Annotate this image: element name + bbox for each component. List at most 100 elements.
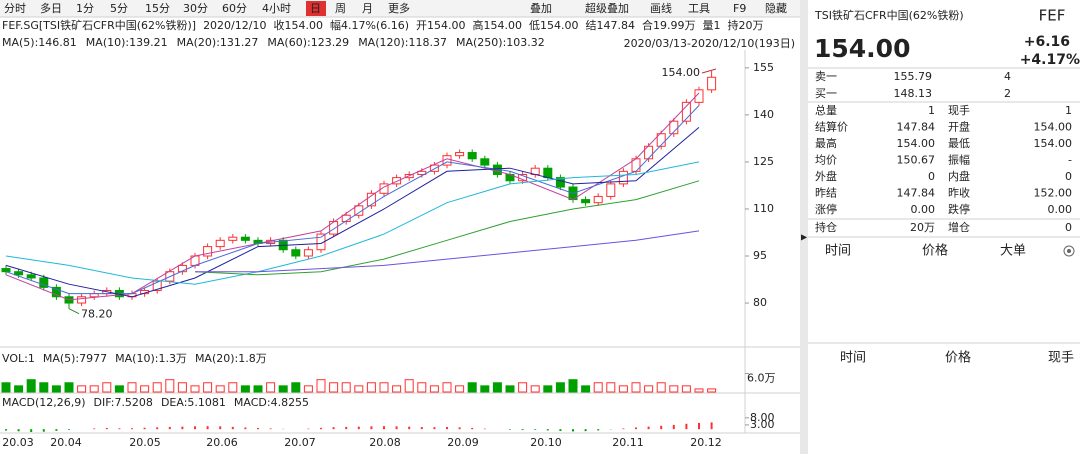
stat-cell: 昨结 (815, 187, 837, 200)
ma-legend: MA(250):103.32 (456, 36, 545, 49)
candle-body (303, 249, 313, 257)
stat-cell: 振幅 (948, 153, 970, 167)
vol-legend: MA(10):1.3万 (115, 352, 187, 365)
volume-bar (366, 382, 376, 393)
tool-button[interactable]: 超级叠加 (585, 1, 629, 15)
volume-bar (77, 385, 87, 393)
volume-bar (707, 388, 717, 393)
candle-body (455, 152, 465, 157)
splitter[interactable] (800, 0, 808, 454)
info-item: 收154.00 (273, 18, 323, 32)
x-tick-label: 20.10 (530, 436, 562, 449)
period-tab[interactable]: 多日 (40, 1, 62, 15)
stat-cell: 最高 (815, 136, 837, 150)
tool-button[interactable]: 画线 (650, 1, 672, 15)
stat-cell: 154.00 (897, 137, 936, 150)
period-tab[interactable]: 4小时 (262, 2, 291, 15)
stat-cell: 1 (1065, 104, 1072, 117)
macd-legend: DIF:7.5208 (94, 396, 153, 409)
y-tick-label: 140 (753, 108, 774, 121)
candle-body (203, 246, 213, 257)
volume-bar (140, 385, 150, 393)
candle-body (89, 293, 99, 298)
volume-bar (404, 379, 414, 393)
x-tick-label: 20.11 (612, 436, 644, 449)
candle-body (417, 170, 427, 175)
volume-bar (291, 382, 301, 393)
settings-icon[interactable] (1063, 245, 1075, 257)
volume-bar (341, 382, 351, 393)
stat-cell: 0 (1065, 221, 1072, 234)
volume-bar (354, 385, 364, 393)
tool-button[interactable]: 工具 (688, 2, 710, 15)
period-tab[interactable]: 1分 (76, 2, 94, 15)
candle-body (593, 195, 603, 204)
tool-button[interactable]: F9 (733, 2, 746, 15)
stat-cell: 结算价 (815, 120, 848, 134)
period-tab[interactable]: 周 (335, 2, 346, 15)
stat-cell: 0.00 (1048, 203, 1073, 216)
candle-body (77, 296, 87, 304)
book-label: 买一 (815, 87, 837, 100)
column-header: 价格 (945, 350, 971, 366)
stat-cell: 跌停 (948, 202, 970, 216)
annotation-leader (68, 308, 80, 315)
stat-cell: 增仓 (948, 220, 970, 234)
info-item: 高154.00 (473, 18, 523, 32)
macd-legend: DEA:5.1081 (161, 396, 226, 409)
period-tab[interactable]: 分时 (4, 2, 26, 15)
period-tab[interactable]: 更多 (388, 1, 410, 15)
y-tick-label: 8.00 (750, 411, 775, 424)
info-item: 幅4.17%(6.16) (330, 19, 409, 32)
collapse-arrow[interactable]: ▶ (801, 233, 808, 242)
volume-bar (505, 385, 515, 393)
info-item: 开154.00 (416, 19, 466, 32)
ma-line (195, 230, 700, 273)
period-tab[interactable]: 日 (310, 2, 321, 15)
stat-cell: 昨收 (948, 186, 970, 200)
period-tab[interactable]: 30分 (183, 2, 208, 15)
candle-body (152, 280, 162, 292)
stat-cell: 147.84 (897, 121, 936, 134)
period-tab[interactable]: 60分 (222, 2, 247, 15)
volume-bar (543, 385, 553, 393)
stat-cell: 现手 (948, 103, 970, 117)
stat-cell: 外盘 (815, 169, 837, 183)
x-tick-label: 20.05 (129, 436, 161, 449)
info-item: 2020/12/10 (203, 19, 266, 32)
candle-body (656, 133, 666, 147)
candle-body (240, 236, 250, 241)
volume-bar (455, 385, 465, 393)
macd-legend: MACD:4.8255 (234, 396, 309, 409)
volume-bar (114, 385, 124, 393)
candle-body (707, 76, 717, 91)
volume-bar (26, 379, 36, 393)
column-header: 时间 (840, 351, 866, 366)
volume-bar (555, 382, 565, 393)
stat-cell: 1 (928, 104, 935, 117)
candle-body (379, 183, 389, 194)
period-tab[interactable]: 5分 (110, 2, 128, 15)
x-tick-label: 20.08 (369, 436, 401, 449)
volume-bar (530, 385, 540, 393)
volume-bar (127, 382, 137, 393)
period-tab[interactable]: 月 (362, 2, 373, 15)
stat-cell: 最低 (948, 137, 970, 150)
tool-button[interactable]: 叠加 (530, 2, 552, 15)
period-tab[interactable]: 15分 (145, 2, 170, 15)
vol-legend: VOL:1 (2, 352, 35, 365)
volume-bar (152, 382, 162, 393)
ma-line (5, 161, 700, 285)
volume-bar (102, 382, 112, 393)
volume-bar (694, 388, 704, 393)
ma-line (194, 180, 700, 276)
y-tick-label: 95 (753, 249, 767, 262)
candle-body (581, 199, 591, 204)
stat-cell: 内盘 (948, 169, 970, 183)
volume-bar (14, 385, 24, 393)
tool-button[interactable]: 隐藏 (765, 2, 787, 15)
candle-body (392, 177, 402, 185)
volume-bar (681, 385, 691, 393)
